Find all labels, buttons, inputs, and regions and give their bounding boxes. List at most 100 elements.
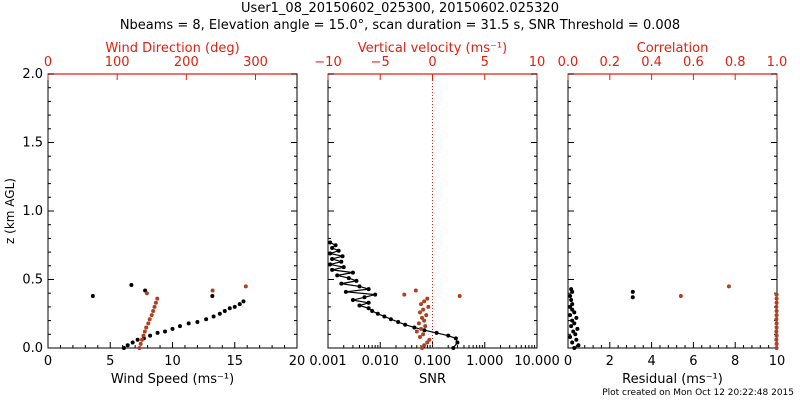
panel-wind	[47, 73, 298, 350]
snr_vertical-series-0-point	[366, 287, 371, 292]
wind-series-0-point	[135, 337, 140, 342]
wind-series-0-point	[222, 309, 227, 314]
y-tick-label: 1.5	[22, 136, 43, 151]
wind-series-0-point	[217, 311, 222, 316]
snr_vertical-series-1-point	[413, 288, 418, 293]
top-tick-label: −10	[314, 55, 341, 70]
y-tick-label: 0.0	[22, 341, 43, 356]
wind-series-1-point	[153, 300, 158, 305]
residual_correlation-series-1-point	[774, 317, 779, 322]
x-axis-label: Residual (ms⁻¹)	[622, 372, 723, 387]
top-tick-label: 0.8	[725, 55, 746, 70]
snr_vertical-series-0-point	[346, 276, 351, 281]
residual_correlation-series-0-point	[570, 307, 575, 312]
residual_correlation-series-0-point	[575, 326, 580, 331]
top-tick-label: 5	[481, 55, 489, 70]
snr_vertical-series-1-point	[419, 326, 424, 331]
wind-series-0-point	[204, 317, 209, 322]
snr_vertical-series-0-point	[455, 340, 460, 345]
snr_vertical-series-0-point	[330, 256, 335, 261]
residual_correlation-series-0-point	[569, 298, 574, 303]
residual_correlation-series-1-point	[774, 329, 779, 334]
wind-series-1-point	[149, 313, 154, 318]
wind-series-1-point	[142, 329, 147, 334]
snr_vertical-series-0-point	[341, 265, 346, 270]
x-tick-label: 2	[606, 354, 614, 369]
residual_correlation-series-0-point	[570, 302, 575, 307]
snr_vertical-series-0-point	[434, 330, 439, 335]
residual_correlation-series-1-point	[774, 325, 779, 330]
top-tick-label: 0.4	[641, 55, 662, 70]
top-tick-label: 0.6	[683, 55, 704, 70]
snr_vertical-series-1-point	[420, 315, 425, 320]
panel-residual_correlation	[567, 73, 779, 350]
snr_vertical-series-1-point	[417, 310, 422, 315]
wind-series-0-point	[241, 299, 246, 304]
top-tick-label: 0	[44, 55, 52, 70]
snr_vertical-series-1-point	[425, 296, 430, 301]
wind-series-0-point	[210, 293, 215, 298]
y-tick-label: 2.0	[22, 67, 43, 82]
snr_vertical-series-1-point	[417, 335, 422, 340]
snr_vertical-series-0-point	[451, 346, 456, 350]
wind-series-1-point	[146, 321, 151, 326]
y-tick-label: 1.0	[22, 204, 43, 219]
plot-frame-wind	[47, 73, 298, 349]
wind-series-0-point	[186, 321, 191, 326]
snr_vertical-series-0-point	[412, 325, 417, 330]
top-axis-label: Correlation	[637, 41, 709, 56]
x-tick-label: 6	[689, 354, 697, 369]
snr_vertical-series-0-point	[336, 248, 341, 253]
residual_correlation-series-1-point	[774, 309, 779, 314]
x-axis-label: SNR	[419, 372, 446, 387]
snr_vertical-series-0-point	[370, 309, 375, 314]
wind-series-0-point	[163, 329, 168, 334]
snr_vertical-series-1-point	[421, 307, 426, 312]
snr_vertical-series-1-point	[422, 318, 427, 323]
residual_correlation-series-0-point	[574, 337, 579, 342]
snr_vertical-series-0-point	[335, 273, 340, 278]
x-tick-label: 1.000	[466, 354, 503, 369]
wind-series-1-point	[152, 304, 157, 309]
x-tick-label: 0	[564, 354, 572, 369]
top-axis-label: Wind Direction (deg)	[105, 41, 239, 56]
x-tick-label: 10	[164, 354, 181, 369]
wind-series-0-point	[125, 343, 130, 348]
snr_vertical-series-1-point	[425, 340, 430, 345]
residual_correlation-series-0-point	[570, 340, 575, 345]
residual_correlation-series-1-point	[774, 321, 779, 326]
x-tick-label: 20	[289, 354, 306, 369]
residual_correlation-series-1-point	[774, 296, 779, 301]
top-tick-label: −5	[371, 55, 390, 70]
snr_vertical-series-0-point	[357, 284, 362, 289]
snr_vertical-series-0-point	[328, 251, 333, 256]
snr_vertical-series-0-point	[340, 254, 345, 259]
wind-series-1-point	[155, 296, 160, 301]
title-block: User1_08_20150602_025300, 20150602.02532…	[0, 0, 800, 34]
snr_vertical-series-0-point	[330, 267, 335, 272]
x-tick-label: 10	[769, 354, 786, 369]
y-axis-label: z (km AGL)	[3, 178, 17, 244]
top-axis-label: Vertical velocity (ms⁻¹)	[358, 41, 507, 56]
snr_vertical-series-0-point	[328, 262, 333, 267]
residual_correlation-series-0-point	[569, 287, 574, 292]
snr_vertical-series-0-point	[373, 292, 378, 297]
wind-series-0-point	[130, 340, 135, 345]
top-tick-label: 100	[105, 55, 130, 70]
wind-series-1-point	[151, 309, 156, 314]
residual_correlation-series-1-point	[678, 293, 683, 298]
snr_vertical-series-1-point	[421, 332, 426, 337]
panel-snr_vertical	[327, 73, 538, 350]
residual_correlation-series-0-point	[568, 304, 573, 309]
snr_vertical-series-0-point	[339, 281, 344, 286]
snr_vertical-series-0-point	[328, 240, 333, 245]
wind-series-1-point	[210, 288, 215, 293]
wind-series-0-point	[237, 302, 242, 307]
residual_correlation-series-1-point	[774, 304, 779, 309]
wind-series-0-point	[195, 319, 200, 324]
wind-series-1-point	[137, 346, 142, 350]
x-tick-label: 0	[44, 354, 52, 369]
top-tick-label: 0	[428, 55, 436, 70]
snr_vertical-series-0-point	[396, 319, 401, 324]
residual_correlation-series-0-point	[571, 329, 576, 334]
